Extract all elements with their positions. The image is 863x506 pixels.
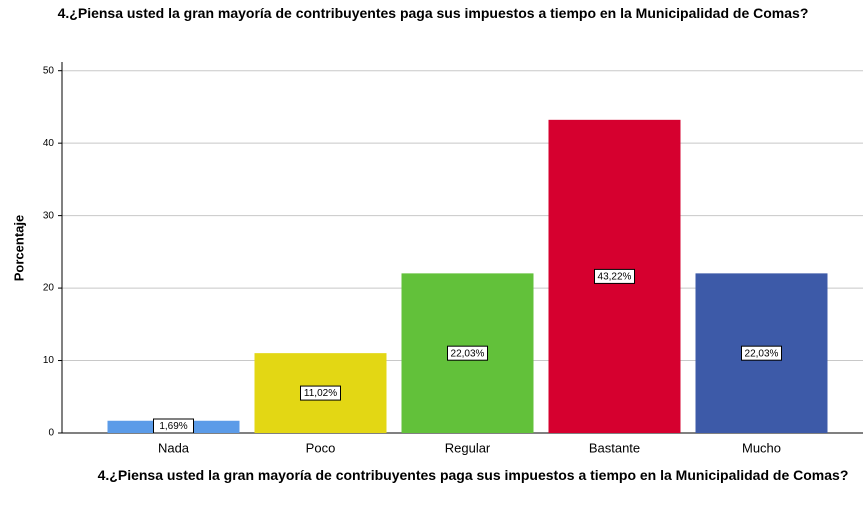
value-label: 22,03% xyxy=(745,348,779,359)
y-tick-label: 40 xyxy=(43,138,55,149)
y-axis-label: Porcentaje xyxy=(11,215,26,281)
value-label-box xyxy=(447,345,488,361)
value-label-box xyxy=(300,385,341,401)
y-tick-label: 0 xyxy=(48,428,54,439)
x-tick-label: Poco xyxy=(306,440,336,455)
x-tick-label: Nada xyxy=(158,440,190,455)
y-tick-label: 50 xyxy=(43,65,55,76)
value-label: 11,02% xyxy=(304,388,337,399)
x-axis-label: 4.¿Piensa usted la gran mayoría de contr… xyxy=(97,467,849,483)
value-label: 22,03% xyxy=(451,348,485,359)
value-label-box xyxy=(741,345,782,361)
value-label: 1,69% xyxy=(159,421,187,432)
x-tick-label: Regular xyxy=(445,440,491,455)
chart-title: 4.¿Piensa usted la gran mayoría de contr… xyxy=(57,5,809,21)
value-label: 43,22% xyxy=(598,272,632,283)
y-tick-label: 10 xyxy=(43,355,55,366)
x-tick-label: Bastante xyxy=(589,440,640,455)
y-tick-label: 20 xyxy=(43,283,55,294)
x-tick-label: Mucho xyxy=(742,440,781,455)
value-label-box xyxy=(153,418,194,434)
value-label-box xyxy=(594,268,635,284)
y-tick-label: 30 xyxy=(43,210,55,221)
